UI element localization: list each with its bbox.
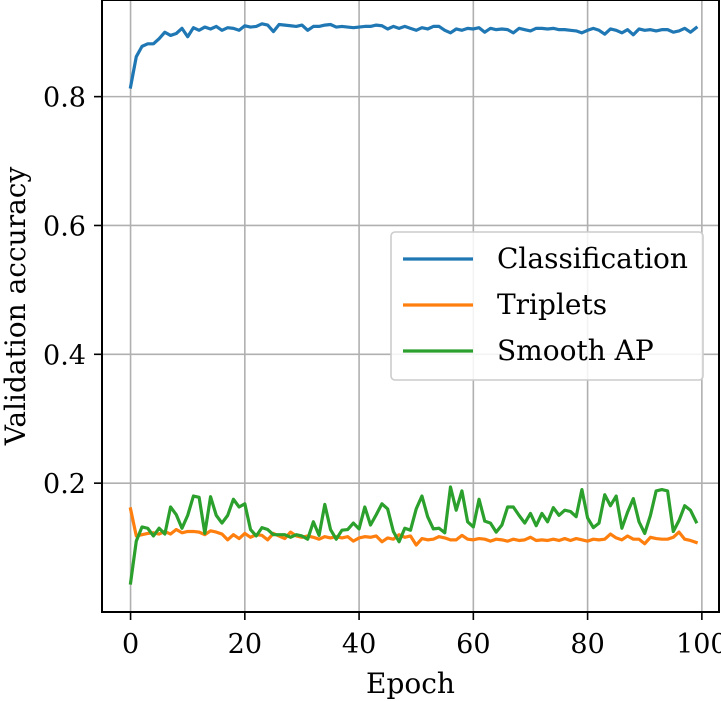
y-tick-label: 0.8 [43, 83, 86, 114]
series-line-smooth-ap [128, 485, 699, 585]
x-tick-label: 20 [228, 629, 262, 660]
y-tick-label: 0.2 [43, 469, 86, 500]
legend: Classification Triplets Smooth AP [390, 231, 704, 381]
series-line-classification [128, 22, 699, 89]
series-line-triplets [128, 507, 699, 547]
legend-label-classification: Classification [497, 242, 688, 275]
series-layer [128, 22, 699, 585]
x-tick-label: 100 [676, 629, 721, 660]
x-tick-label: 0 [122, 629, 139, 660]
legend-label-triplets: Triplets [497, 288, 607, 321]
y-tick-label: 0.4 [43, 340, 86, 371]
y-axis-label: Validation accuracy [0, 167, 32, 447]
x-tick-label: 60 [456, 629, 490, 660]
axis-ticks: 0 20 40 60 80 100 0.2 0.4 0.6 0.8 [43, 83, 721, 660]
x-tick-label: 80 [570, 629, 604, 660]
x-tick-label: 40 [342, 629, 376, 660]
legend-label-smooth-ap: Smooth AP [497, 334, 654, 367]
plot-frame [101, 0, 720, 613]
y-tick-label: 0.6 [43, 211, 86, 242]
legend-box [390, 231, 704, 381]
x-axis-label: Epoch [366, 667, 455, 700]
